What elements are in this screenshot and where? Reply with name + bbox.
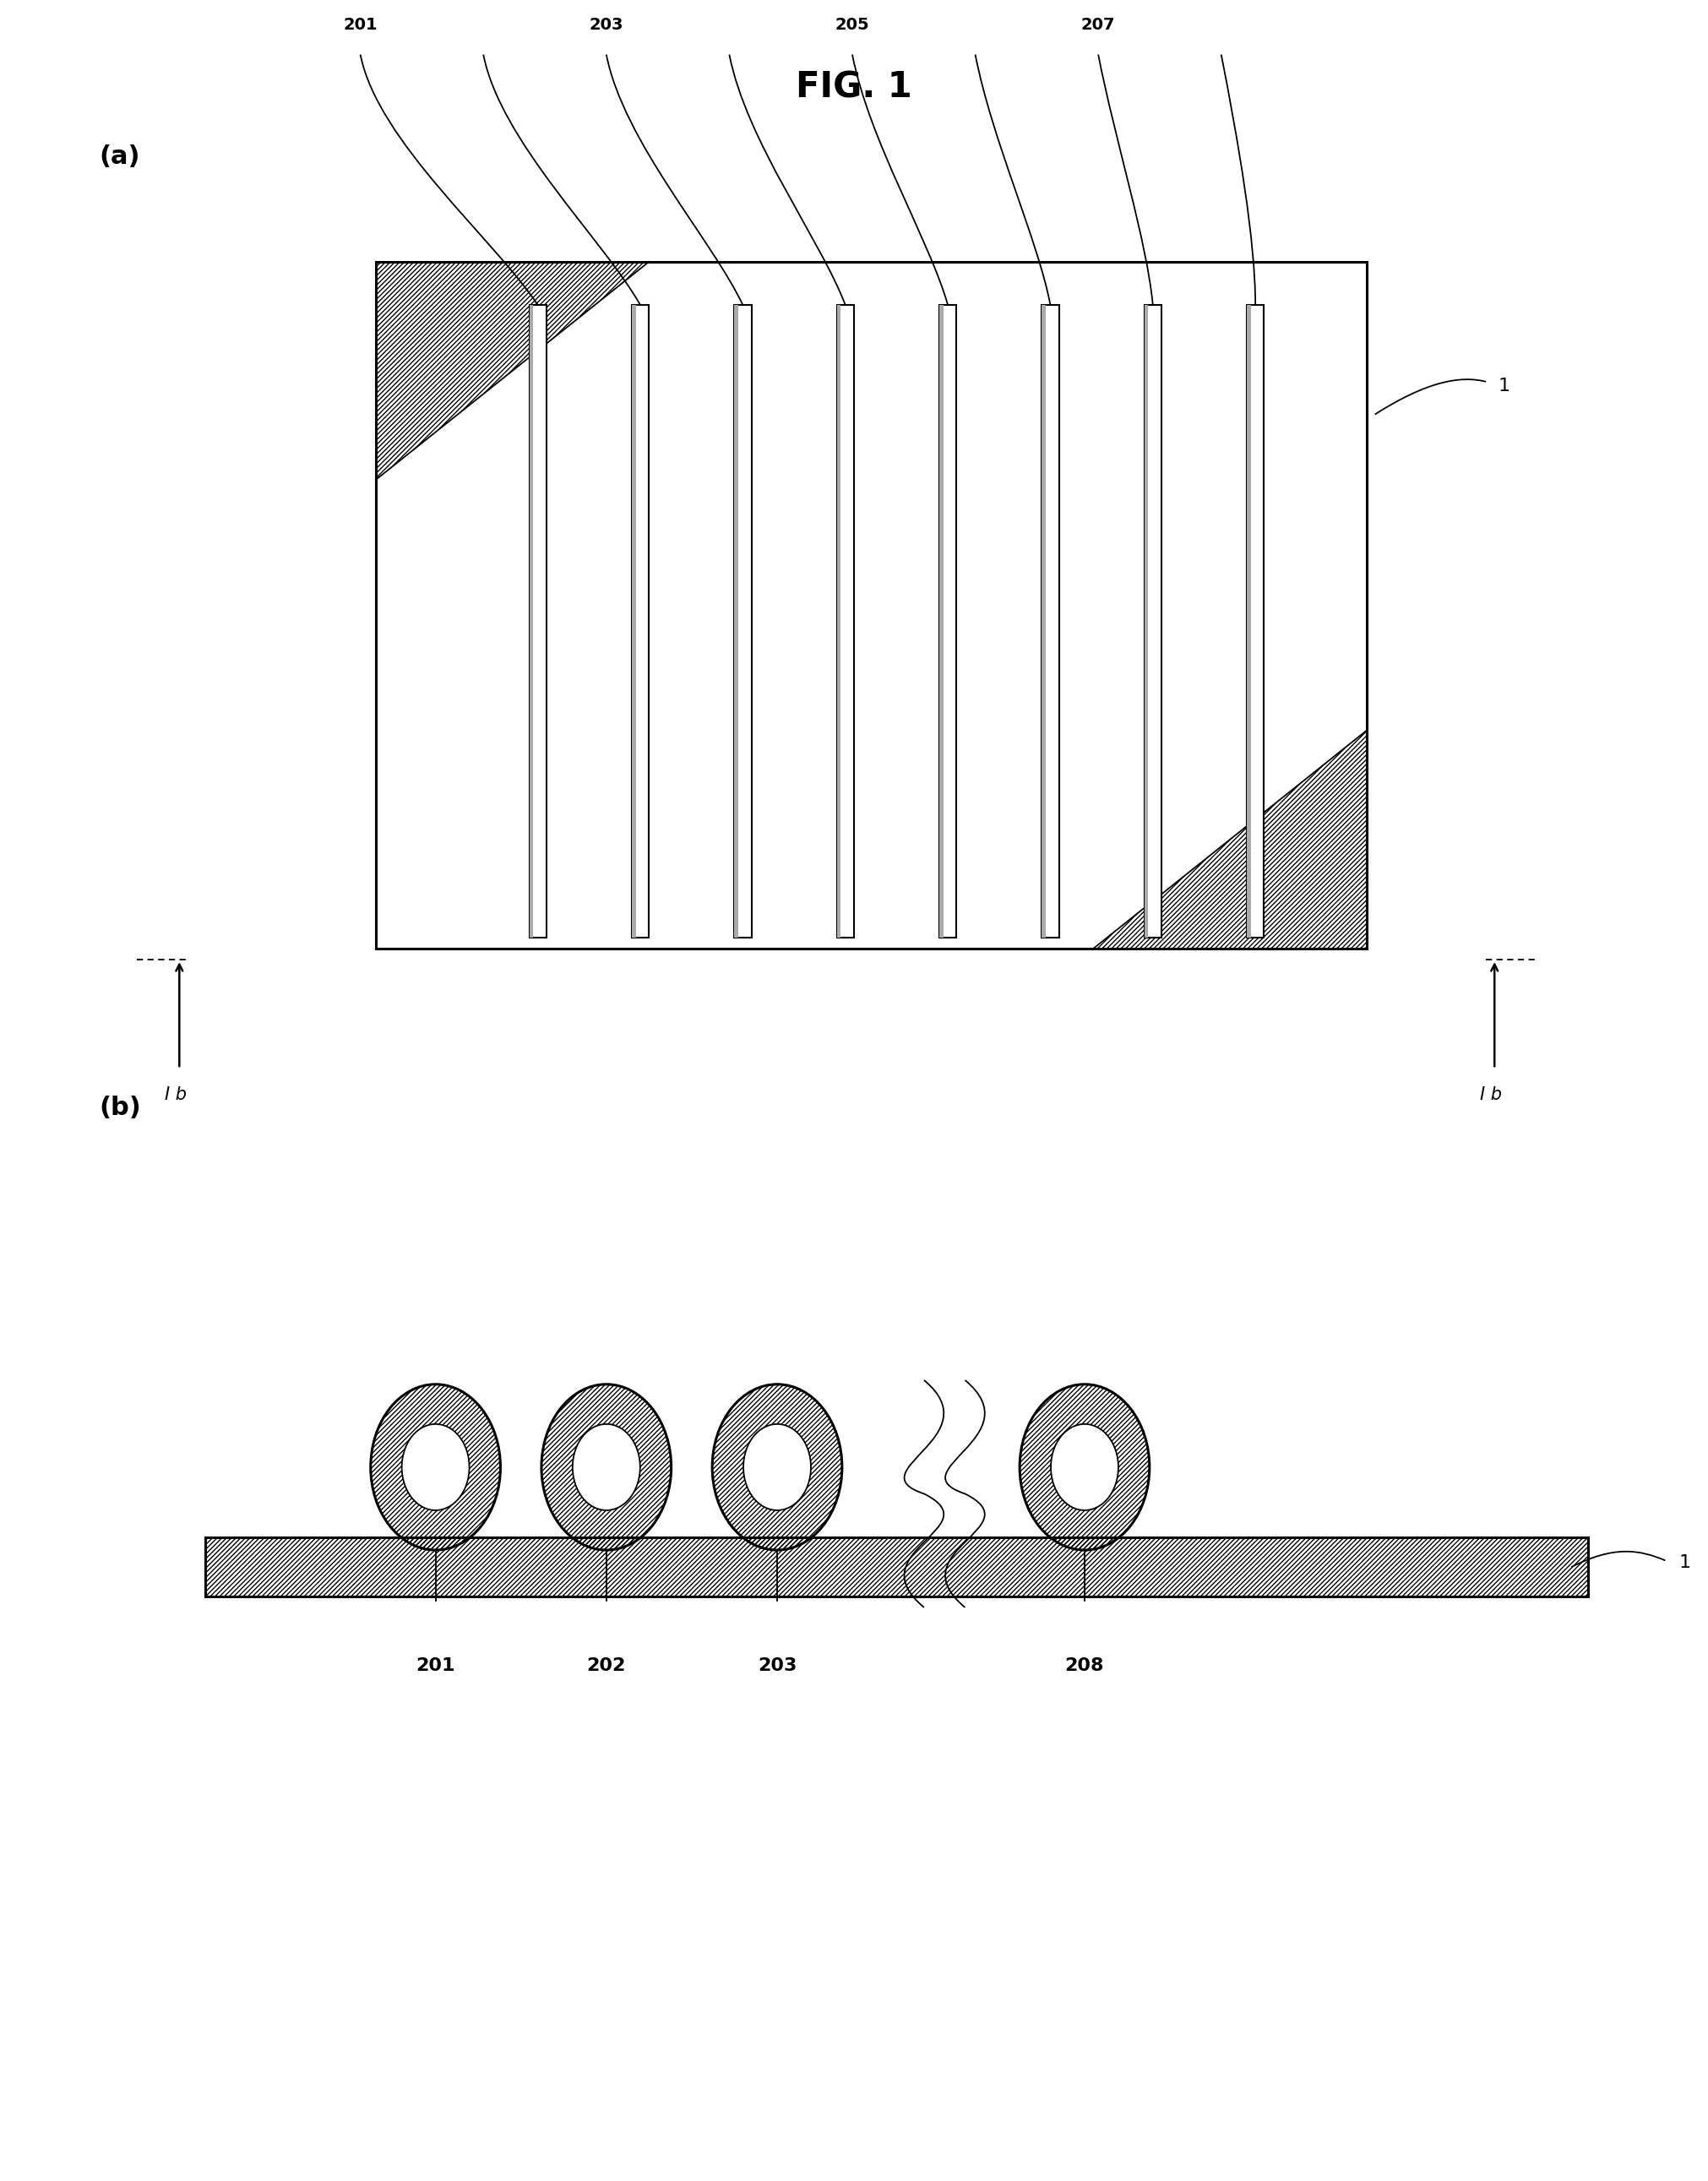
Circle shape [743, 1424, 811, 1509]
Bar [632, 305, 635, 938]
Bar [939, 305, 943, 938]
Circle shape [401, 1424, 470, 1509]
Bar [837, 305, 854, 938]
Circle shape [1050, 1424, 1119, 1509]
Text: 1: 1 [1498, 377, 1510, 395]
Text: 202: 202 [588, 1658, 625, 1675]
Bar [529, 305, 547, 938]
Bar [1042, 305, 1059, 938]
Bar [939, 305, 956, 938]
Bar [734, 305, 752, 938]
Bar [837, 305, 840, 938]
Text: I b: I b [1481, 1086, 1501, 1104]
Text: (b): (b) [99, 1095, 142, 1121]
Bar [205, 1538, 1588, 1596]
Text: FIG. 1: FIG. 1 [796, 70, 912, 105]
Bar [632, 305, 649, 938]
Bar [1247, 305, 1264, 938]
Text: I b: I b [166, 1086, 186, 1104]
Bar [1042, 305, 1045, 938]
Text: 203: 203 [589, 17, 623, 33]
Bar [1247, 305, 1250, 938]
Bar [376, 262, 1366, 949]
Bar [734, 305, 738, 938]
Text: (a): (a) [99, 144, 140, 170]
Text: 201: 201 [343, 17, 377, 33]
Text: 208: 208 [1066, 1658, 1103, 1675]
Text: 1: 1 [1679, 1555, 1691, 1570]
Bar [1144, 305, 1148, 938]
Text: 207: 207 [1081, 17, 1115, 33]
Text: 201: 201 [417, 1658, 454, 1675]
Circle shape [572, 1424, 640, 1509]
Text: 203: 203 [758, 1658, 796, 1675]
Text: 205: 205 [835, 17, 869, 33]
Bar [1144, 305, 1161, 938]
Bar [529, 305, 533, 938]
